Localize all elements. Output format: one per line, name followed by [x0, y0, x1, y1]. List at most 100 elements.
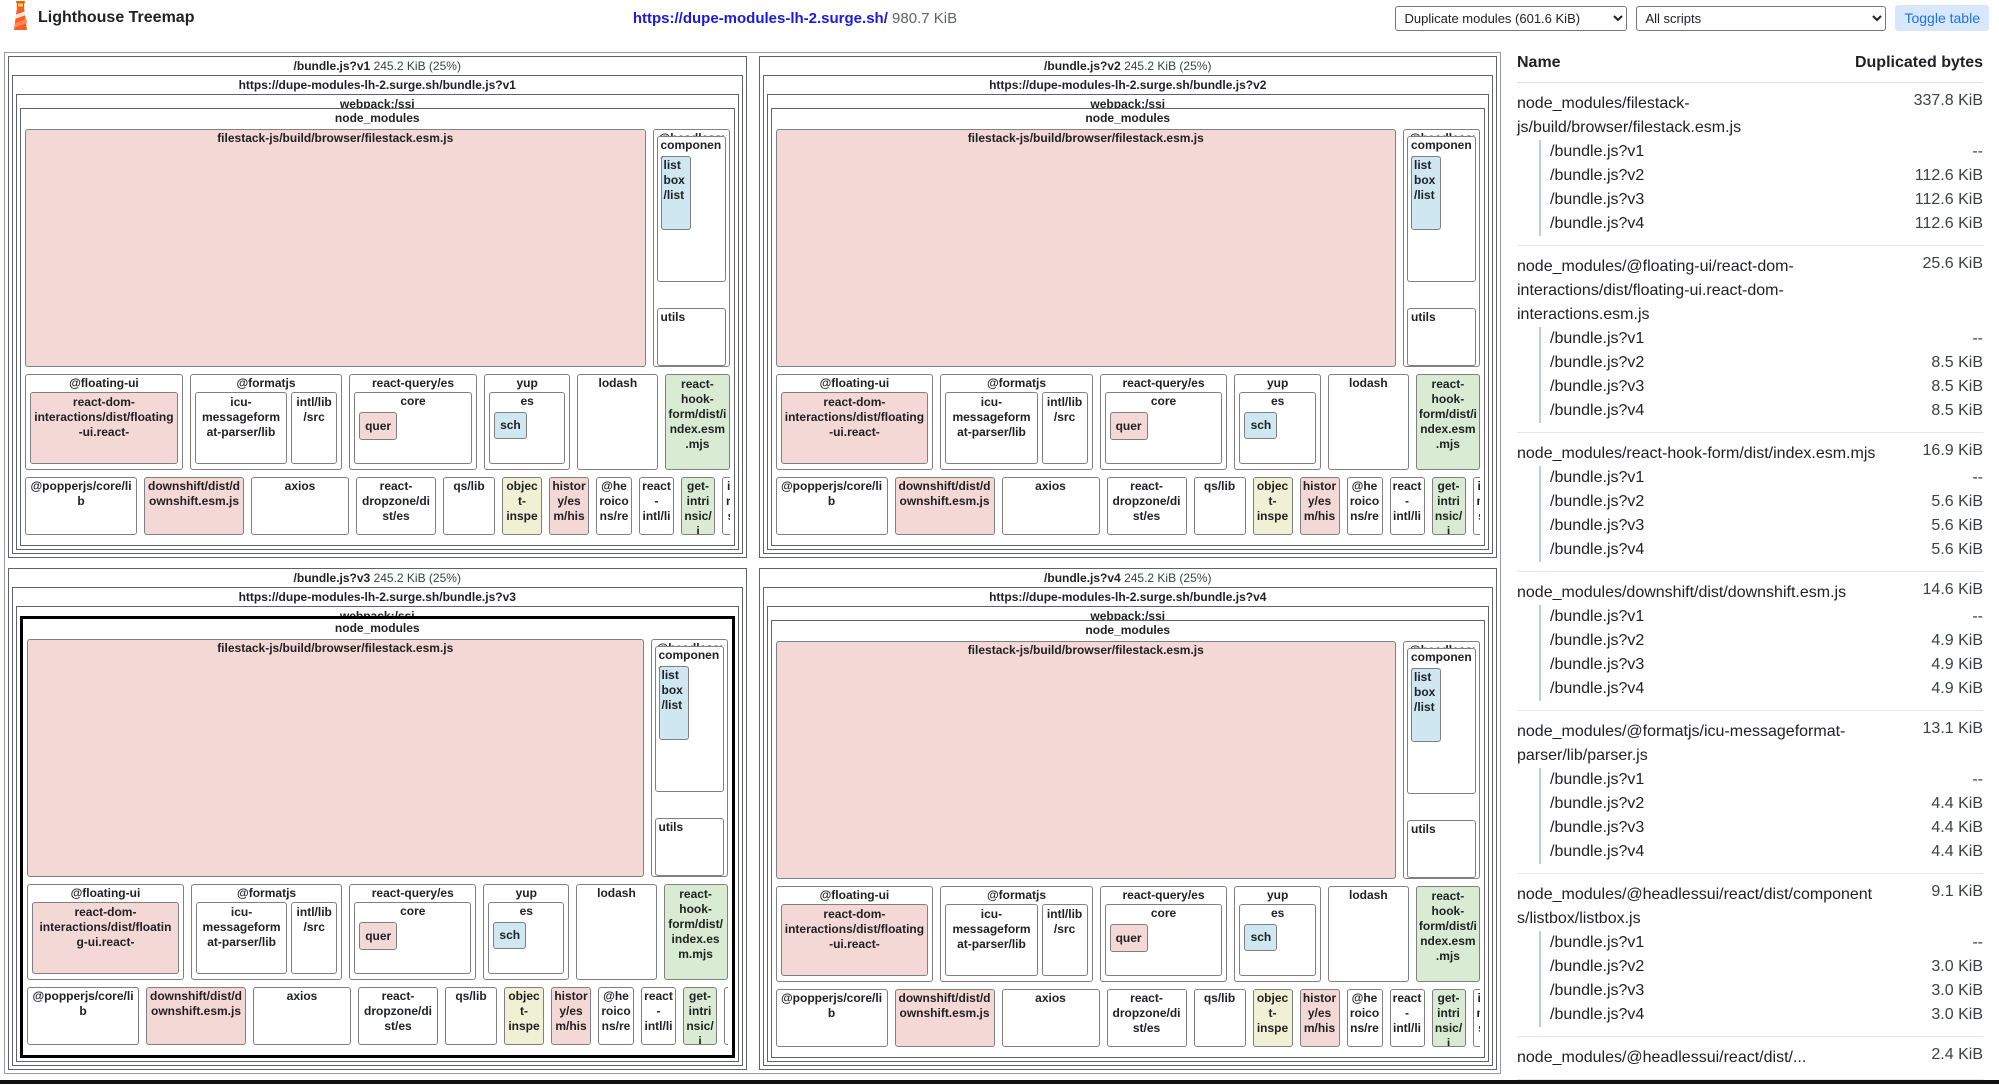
- react-dropzone-node[interactable]: react-dropzone/dist/es: [1106, 989, 1187, 1047]
- heroicons-node[interactable]: @heroicons/re: [1346, 989, 1383, 1047]
- react-hook-form-node[interactable]: react-hook-form/dist/index.esm.mjs: [1415, 374, 1480, 470]
- history-node[interactable]: history/esm/his: [551, 987, 591, 1045]
- utils-node[interactable]: utils: [656, 308, 726, 366]
- script-url-node[interactable]: https://dupe-modules-lh-2.surge.sh/bundl…: [12, 75, 743, 554]
- react-intl-node[interactable]: react-intl/li: [641, 987, 676, 1045]
- formatjs-node[interactable]: @formatjs icu-messageformat-parser/lib i…: [189, 374, 343, 470]
- query-node[interactable]: quer: [359, 412, 398, 440]
- intl-messageformat-node[interactable]: intl-messag: [1472, 989, 1480, 1047]
- lodash-node[interactable]: lodash: [576, 884, 657, 980]
- popperjs-node[interactable]: @popperjs/core/lib: [25, 477, 137, 535]
- node-modules-node[interactable]: node_modules filestack-js/build/browser/…: [20, 616, 735, 1058]
- floating-ui-node[interactable]: @floating-ui react-dom-interactions/dist…: [775, 886, 934, 982]
- module-name[interactable]: node_modules/filestack-js/build/browser/…: [1517, 95, 1742, 136]
- yup-node[interactable]: yup es sch: [1234, 886, 1321, 982]
- node-modules-node[interactable]: node_modules filestack-js/build/browser/…: [770, 620, 1485, 1058]
- bundle-row[interactable]: /bundle.js?v2 8.5 KiB: [1517, 351, 1983, 375]
- formatjs-node[interactable]: @formatjs icu-messageformat-parser/lib i…: [940, 374, 1093, 470]
- es-node[interactable]: es sch: [488, 902, 565, 974]
- popperjs-node[interactable]: @popperjs/core/lib: [27, 987, 139, 1045]
- script-url-node[interactable]: https://dupe-modules-lh-2.surge.sh/bundl…: [762, 75, 1493, 554]
- react-query-node[interactable]: react-query/es core quer: [1099, 886, 1228, 982]
- react-dom-interactions-node[interactable]: react-dom-interactions/dist/floating-ui.…: [32, 902, 179, 974]
- axios-node[interactable]: axios: [1001, 477, 1100, 535]
- bundle-row[interactable]: /bundle.js?v2 5.6 KiB: [1517, 490, 1983, 514]
- bundle-row[interactable]: /bundle.js?v3 112.6 KiB: [1517, 188, 1983, 212]
- script-select[interactable]: All scripts: [1636, 5, 1887, 31]
- object-inspect-node[interactable]: object-inspe: [504, 987, 544, 1045]
- intl-messageformat-node[interactable]: intl-messag: [724, 987, 728, 1045]
- headlessui-node[interactable]: @headlessui components listbox/list util…: [1403, 641, 1480, 879]
- axios-node[interactable]: axios: [251, 477, 349, 535]
- module-name[interactable]: node_modules/@headlessui/react/dist/...: [1517, 1049, 1807, 1066]
- get-intrinsic-node[interactable]: get-intrinsic/i: [683, 987, 717, 1045]
- webpack-node[interactable]: webpack:/ssi node_modules filestack-js/b…: [766, 94, 1489, 550]
- intl-lib-src-node[interactable]: intl/lib/src: [291, 902, 338, 974]
- qs-node[interactable]: qs/lib: [443, 477, 495, 535]
- schema-node[interactable]: sch: [1244, 412, 1278, 439]
- utils-node[interactable]: utils: [1407, 820, 1476, 878]
- utils-node[interactable]: utils: [654, 818, 724, 876]
- filestack-node[interactable]: filestack-js/build/browser/filestack.esm…: [25, 129, 646, 367]
- es-node[interactable]: es sch: [488, 392, 566, 464]
- headlessui-node[interactable]: @headlessui components listbox/list util…: [1403, 129, 1480, 367]
- intl-messageformat-node[interactable]: intl-messag: [1472, 477, 1480, 535]
- intl-lib-src-node[interactable]: intl/lib/src: [1041, 904, 1088, 976]
- icu-messageformat-node[interactable]: icu-messageformat-parser/lib: [945, 904, 1038, 976]
- bundle-row[interactable]: /bundle.js?v4 4.9 KiB: [1517, 677, 1983, 701]
- lodash-node[interactable]: lodash: [577, 374, 659, 470]
- bundle-row[interactable]: /bundle.js?v3 5.6 KiB: [1517, 514, 1983, 538]
- filestack-node[interactable]: filestack-js/build/browser/filestack.esm…: [27, 639, 644, 877]
- downshift-node[interactable]: downshift/dist/downshift.esm.js: [894, 477, 995, 535]
- heroicons-node[interactable]: @heroicons/re: [1346, 477, 1383, 535]
- view-mode-select[interactable]: Duplicate modules (601.6 KiB): [1395, 5, 1628, 31]
- react-dom-interactions-node[interactable]: react-dom-interactions/dist/floating-ui.…: [30, 392, 178, 464]
- bundle-row[interactable]: /bundle.js?v2 3.0 KiB: [1517, 955, 1983, 979]
- bundle-row[interactable]: /bundle.js?v4 5.6 KiB: [1517, 538, 1983, 562]
- query-node[interactable]: quer: [1109, 924, 1148, 952]
- bundle-row[interactable]: /bundle.js?v3 4.9 KiB: [1517, 653, 1983, 677]
- popperjs-node[interactable]: @popperjs/core/lib: [775, 989, 888, 1047]
- bundle-quadrant[interactable]: /bundle.js?v3 245.2 KiB (25%) https://du…: [8, 568, 747, 1070]
- schema-node[interactable]: sch: [493, 922, 527, 949]
- react-hook-form-node[interactable]: react-hook-form/dist/index.esm.mjs: [665, 374, 730, 470]
- query-node[interactable]: quer: [1109, 412, 1148, 440]
- qs-node[interactable]: qs/lib: [1193, 477, 1246, 535]
- react-hook-form-node[interactable]: react-hook-form/dist/index.esm.mjs: [1415, 886, 1480, 982]
- floating-ui-node[interactable]: @floating-ui react-dom-interactions/dist…: [775, 374, 934, 470]
- object-inspect-node[interactable]: object-inspe: [1252, 477, 1293, 535]
- downshift-node[interactable]: downshift/dist/downshift.esm.js: [146, 987, 246, 1045]
- components-node[interactable]: components listbox/list: [1407, 136, 1476, 282]
- popperjs-node[interactable]: @popperjs/core/lib: [775, 477, 888, 535]
- es-node[interactable]: es sch: [1239, 392, 1316, 464]
- core-node[interactable]: core quer: [1104, 904, 1223, 976]
- axios-node[interactable]: axios: [1001, 989, 1100, 1047]
- schema-node[interactable]: sch: [493, 412, 527, 439]
- filestack-node[interactable]: filestack-js/build/browser/filestack.esm…: [775, 129, 1396, 367]
- script-url-node[interactable]: https://dupe-modules-lh-2.surge.sh/bundl…: [762, 587, 1493, 1066]
- get-intrinsic-node[interactable]: get-intrinsic/i: [1431, 477, 1466, 535]
- script-url-node[interactable]: https://dupe-modules-lh-2.surge.sh/bundl…: [12, 587, 743, 1066]
- module-name[interactable]: node_modules/downshift/dist/downshift.es…: [1517, 584, 1847, 601]
- utils-node[interactable]: utils: [1407, 308, 1476, 366]
- react-dropzone-node[interactable]: react-dropzone/dist/es: [356, 477, 436, 535]
- core-node[interactable]: core quer: [1104, 392, 1223, 464]
- components-node[interactable]: components listbox/list: [654, 646, 724, 792]
- react-query-node[interactable]: react-query/es core quer: [349, 374, 477, 470]
- qs-node[interactable]: qs/lib: [445, 987, 497, 1045]
- formatjs-node[interactable]: @formatjs icu-messageformat-parser/lib i…: [190, 884, 343, 980]
- toggle-table-button[interactable]: Toggle table: [1895, 5, 1989, 31]
- bundle-row[interactable]: /bundle.js?v1 --: [1517, 605, 1983, 629]
- react-query-node[interactable]: react-query/es core quer: [349, 884, 477, 980]
- intl-messageformat-node[interactable]: intl-messag: [722, 477, 730, 535]
- bundle-row[interactable]: /bundle.js?v2 4.4 KiB: [1517, 792, 1983, 816]
- node-modules-node[interactable]: node_modules filestack-js/build/browser/…: [770, 108, 1485, 546]
- schema-node[interactable]: sch: [1244, 924, 1278, 951]
- qs-node[interactable]: qs/lib: [1193, 989, 1246, 1047]
- webpack-node[interactable]: webpack:/ssi node_modules filestack-js/b…: [16, 94, 739, 550]
- lodash-node[interactable]: lodash: [1327, 374, 1409, 470]
- lodash-node[interactable]: lodash: [1327, 886, 1409, 982]
- yup-node[interactable]: yup es sch: [483, 884, 570, 980]
- webpack-node[interactable]: webpack:/ssi node_modules filestack-js/b…: [766, 606, 1489, 1062]
- react-intl-node[interactable]: react-intl/li: [1389, 477, 1425, 535]
